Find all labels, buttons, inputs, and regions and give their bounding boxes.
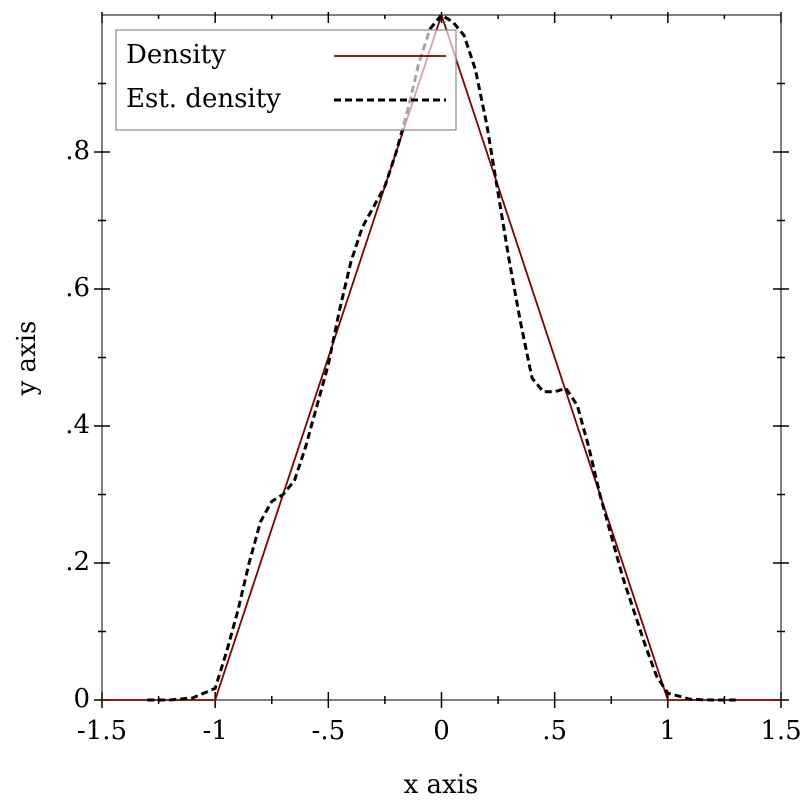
y-tick-label: .4 bbox=[65, 410, 90, 440]
y-axis-label: y axis bbox=[12, 321, 42, 397]
x-tick-label: -.5 bbox=[312, 716, 346, 746]
y-tick-label: 0 bbox=[73, 684, 90, 714]
series-line bbox=[102, 12, 781, 701]
series-line bbox=[147, 13, 736, 702]
legend-label: Density bbox=[126, 40, 226, 70]
legend-box bbox=[115, 29, 457, 131]
x-tick-label: -1.5 bbox=[77, 716, 127, 746]
x-tick-label: 1 bbox=[660, 716, 677, 746]
y-tick-label: .6 bbox=[65, 273, 90, 303]
y-tick-label: .2 bbox=[65, 547, 90, 577]
x-tick-label: 0 bbox=[433, 716, 450, 746]
y-tick-label: .8 bbox=[65, 136, 90, 166]
x-tick-label: -1 bbox=[203, 716, 228, 746]
x-tick-label: 1.5 bbox=[760, 716, 801, 746]
x-tick-label: .5 bbox=[542, 716, 567, 746]
legend-label: Est. density bbox=[126, 84, 281, 114]
x-axis-label: x axis bbox=[404, 770, 479, 800]
